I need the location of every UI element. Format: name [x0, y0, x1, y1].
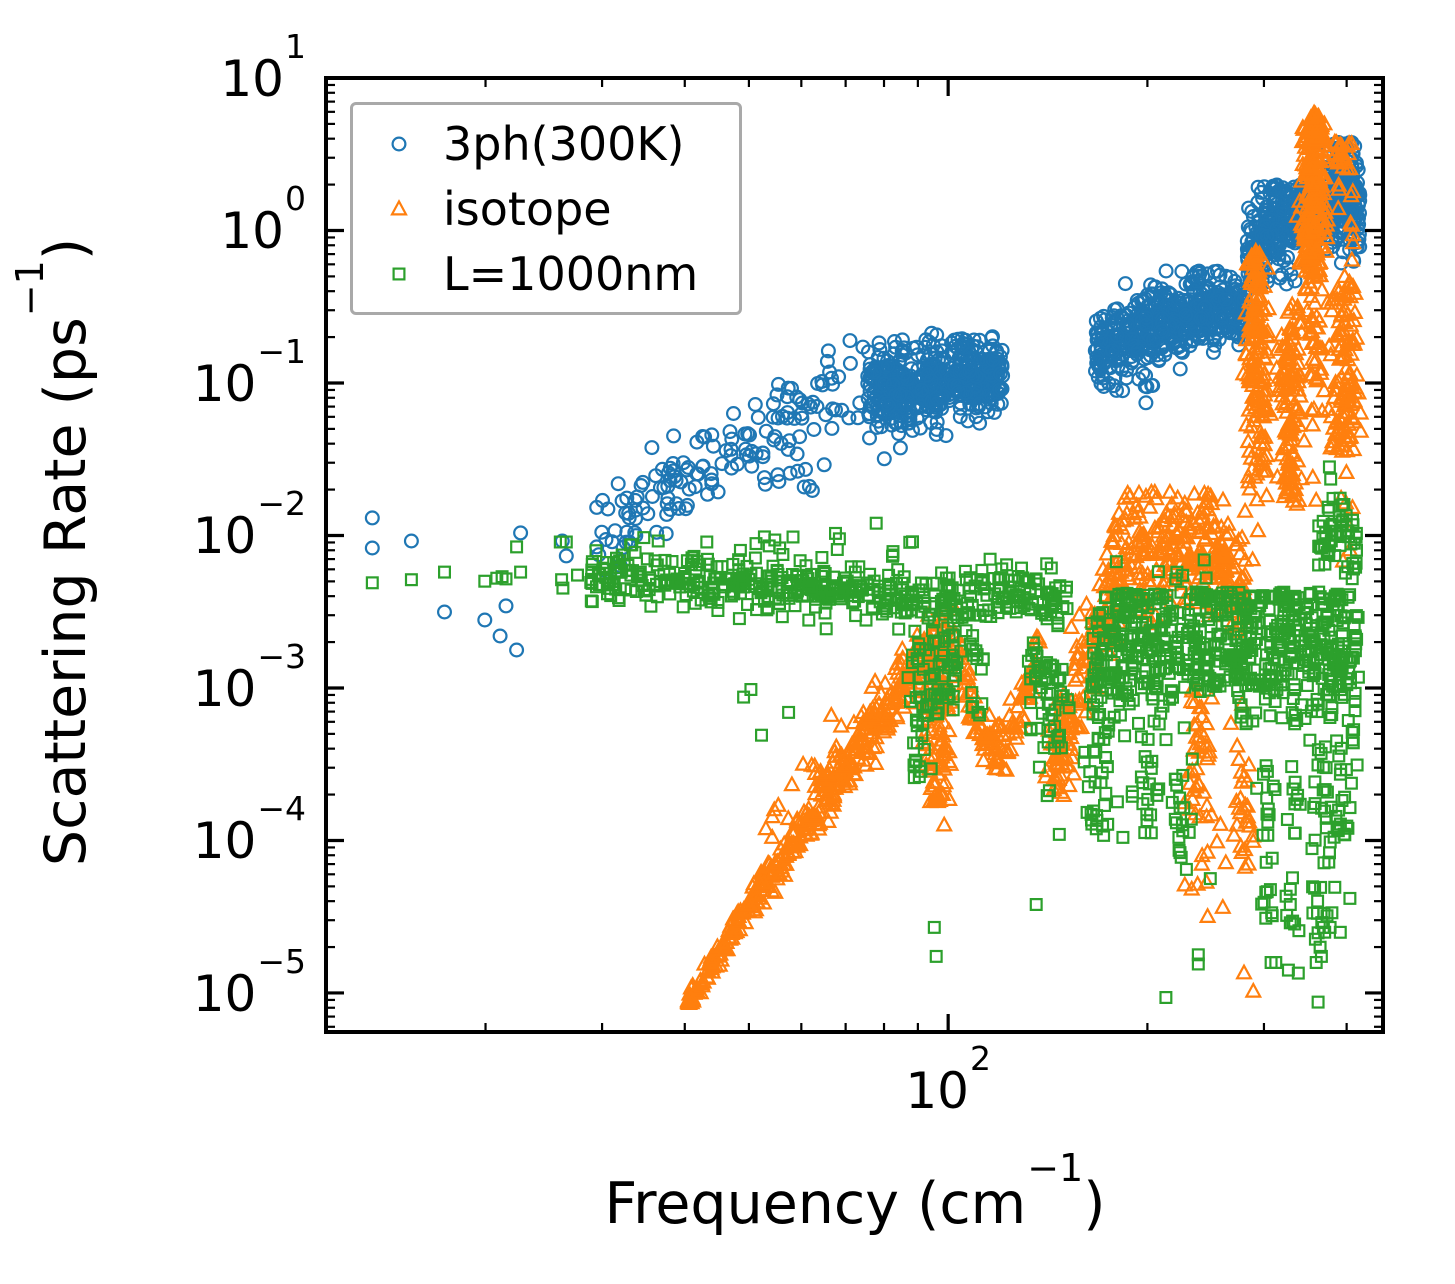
y-tick-label: 10−5 [192, 942, 306, 1023]
legend-item-3ph: 3ph(300K) [353, 121, 739, 167]
legend-item-isotope: isotope [353, 186, 739, 232]
y-tick-label: 10−1 [192, 332, 306, 413]
legend-marker-square-icon [392, 267, 406, 281]
axes-frame [324, 76, 1385, 1034]
y-tick-label: 101 [220, 27, 306, 108]
y-tick-label: 10−4 [192, 789, 306, 871]
y-tick-label: 10−3 [192, 637, 306, 718]
legend-label: 3ph(300K) [443, 116, 685, 171]
legend-label: L=1000nm [443, 246, 699, 301]
legend-marker-circle-icon [391, 136, 407, 152]
y-tick-label: 100 [220, 179, 306, 261]
y-axis-label: Scattering Rate (ps−1) [8, 237, 99, 867]
legend: 3ph(300K) isotope L=1000nm [350, 102, 742, 315]
x-axis-label: Frequency (cm−1) [604, 1146, 1106, 1237]
legend-label: isotope [443, 181, 612, 236]
legend-marker-triangle-icon [390, 198, 408, 215]
legend-item-L1000nm: L=1000nm [353, 251, 739, 297]
x-tick-label: 102 [905, 1039, 991, 1120]
y-tick-label: 10−2 [192, 484, 306, 566]
